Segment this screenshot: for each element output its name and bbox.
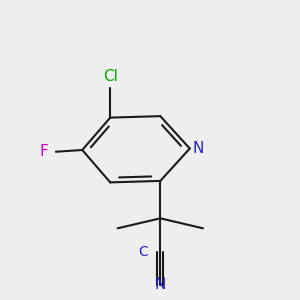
Text: Cl: Cl xyxy=(103,69,118,84)
Text: F: F xyxy=(40,144,48,159)
Text: N: N xyxy=(154,278,166,292)
Text: N: N xyxy=(192,141,204,156)
Text: C: C xyxy=(138,244,148,259)
